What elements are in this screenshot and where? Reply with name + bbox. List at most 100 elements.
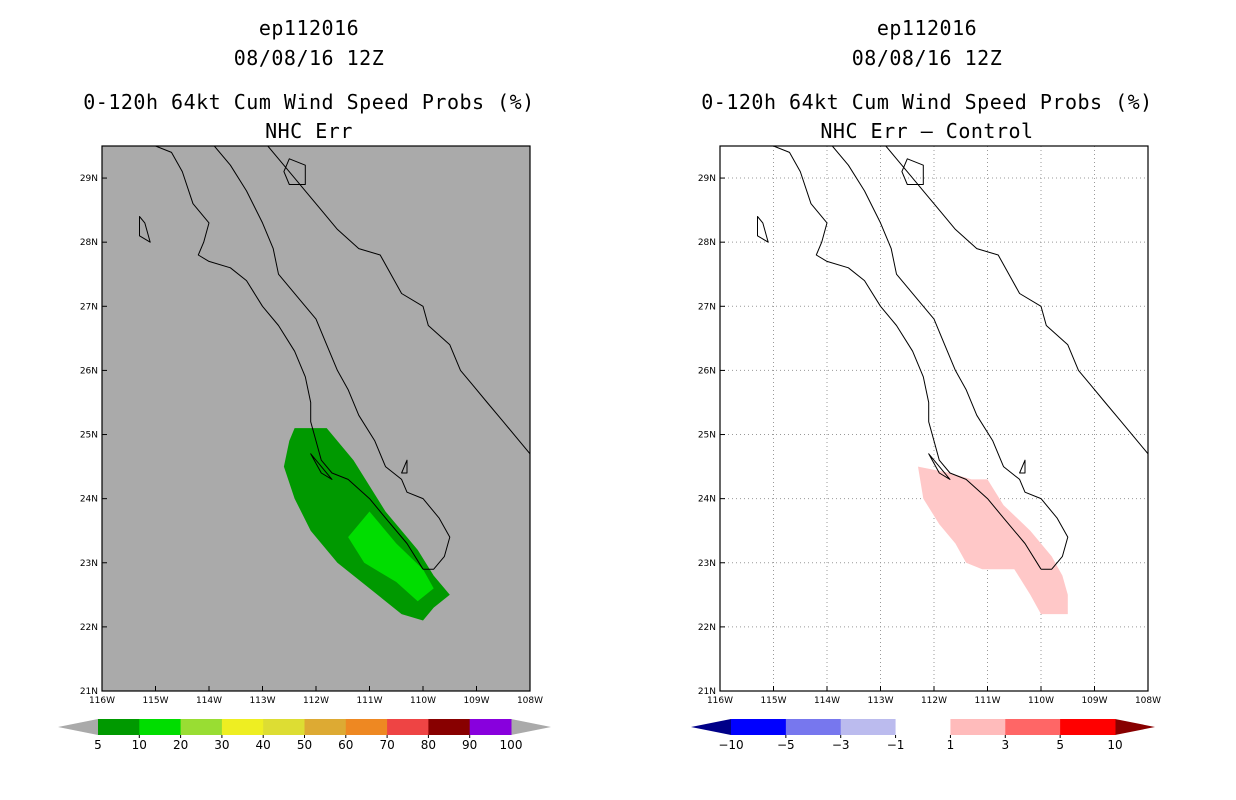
lat-tick-label: 29N <box>698 174 716 184</box>
storm-id: ep112016 <box>258 16 360 40</box>
colorbar-label: 1 <box>947 738 955 752</box>
colorbar-label: 50 <box>297 738 312 752</box>
island-outline <box>757 216 769 243</box>
colorbar-swatch <box>263 719 305 735</box>
lat-tick-label: 23N <box>698 559 716 569</box>
lon-tick-label: 115W <box>760 696 786 706</box>
colorbar-high-arrow <box>511 719 551 735</box>
colorbar-low-arrow <box>58 719 98 735</box>
product-subtitle: NHC Err <box>265 119 353 143</box>
colorbar-swatch <box>469 719 512 735</box>
lon-tick-label: 108W <box>1135 696 1161 706</box>
product-title: 0-120h 64kt Cum Wind Speed Probs (%) <box>83 90 535 114</box>
colorbar-label: 40 <box>256 738 271 752</box>
colorbar-swatch <box>180 719 223 735</box>
coastline-baja-gulf <box>213 146 451 570</box>
colorbar-label: 80 <box>421 738 436 752</box>
lon-tick-label: 108W <box>517 696 543 706</box>
map-content <box>720 146 1148 691</box>
colorbar-label: 70 <box>379 738 394 752</box>
map-figure: 116W 115W 114W 113W 112W 111W 110W 109W 108W 21N 2… <box>58 145 551 752</box>
lon-tick-label: 114W <box>814 696 840 706</box>
lon-tick-label: 111W <box>356 696 382 706</box>
coastline-baja-gulf <box>831 146 1069 570</box>
island-outline <box>901 158 924 185</box>
colorbar-swatch <box>1060 719 1116 735</box>
panel-nhc-err: ep112016 08/08/16 12Z 0-120h 64kt Cum Wi… <box>58 16 551 752</box>
prob-region-10-20 <box>348 511 434 602</box>
coastline-mainland-mexico <box>885 146 1148 455</box>
colorbar-label: 100 <box>500 738 523 752</box>
lat-tick-label: 27N <box>698 302 716 312</box>
colorbar-swatch <box>387 719 429 735</box>
colorbar-swatch <box>950 719 1006 735</box>
colorbar-swatch <box>785 719 842 735</box>
colorbar-label: −10 <box>718 738 743 752</box>
island-outline <box>283 158 306 185</box>
forecast-time: 08/08/16 12Z <box>851 46 1003 70</box>
lat-tick-label: 28N <box>80 238 98 248</box>
colorbar-high-arrow <box>1115 719 1155 735</box>
colorbar-swatch <box>139 719 182 735</box>
colorbar-swatch <box>840 719 897 735</box>
colorbar-label: 3 <box>1001 738 1009 752</box>
lon-tick-label: 109W <box>1081 696 1107 706</box>
coastline-mainland-mexico <box>267 146 530 455</box>
island-outline <box>310 453 333 480</box>
colorbar-low-arrow <box>691 719 731 735</box>
colorbar-label: −5 <box>777 738 795 752</box>
colorbar-swatch <box>1005 719 1061 735</box>
diff-region-1-3 <box>918 466 1068 615</box>
storm-id: ep112016 <box>876 16 978 40</box>
island-outline <box>1019 459 1026 474</box>
colorbar-label: 30 <box>214 738 229 752</box>
colorbar-swatch <box>98 719 140 735</box>
lon-tick-label: 110W <box>410 696 436 706</box>
colorbar-swatch <box>345 719 388 735</box>
lon-tick-label: 114W <box>196 696 222 706</box>
colorbar-label: 10 <box>132 738 147 752</box>
colorbar-label: −3 <box>832 738 850 752</box>
lon-tick-label: 116W <box>707 696 733 706</box>
colorbar-label: 5 <box>94 738 102 752</box>
island-outline <box>928 453 951 480</box>
lon-tick-label: 109W <box>463 696 489 706</box>
lon-tick-label: 113W <box>249 696 275 706</box>
lat-tick-label: 24N <box>698 495 716 505</box>
colorbar-label: 20 <box>173 738 188 752</box>
colorbar-swatch <box>731 719 787 735</box>
island-outline <box>139 216 151 243</box>
colorbar-label: 10 <box>1107 738 1122 752</box>
lat-tick-label: 27N <box>80 302 98 312</box>
colorbar-label: 5 <box>1056 738 1064 752</box>
lat-tick-label: 29N <box>80 174 98 184</box>
map-background <box>102 146 530 691</box>
colorbar-label: 90 <box>462 738 477 752</box>
map-figure: 116W 115W 114W 113W 112W 111W 110W 109W 108W 21N 2… <box>691 145 1161 752</box>
lon-tick-label: 115W <box>142 696 168 706</box>
coastline-baja-pacific <box>155 146 424 570</box>
colorbar-swatch <box>221 719 264 735</box>
colorbar-swatch <box>895 719 951 735</box>
lat-tick-label: 22N <box>698 623 716 633</box>
lon-tick-label: 112W <box>303 696 329 706</box>
lon-tick-label: 116W <box>89 696 115 706</box>
lat-tick-label: 22N <box>80 623 98 633</box>
lat-tick-label: 26N <box>698 366 716 376</box>
colorbar-label: 60 <box>338 738 353 752</box>
product-subtitle: NHC Err – Control <box>820 119 1034 143</box>
lat-tick-label: 28N <box>698 238 716 248</box>
product-title: 0-120h 64kt Cum Wind Speed Probs (%) <box>701 90 1153 114</box>
island-outline <box>401 459 408 474</box>
lat-tick-label: 25N <box>80 431 98 441</box>
lon-tick-label: 110W <box>1028 696 1054 706</box>
lon-tick-label: 112W <box>921 696 947 706</box>
colorbar-label: −1 <box>887 738 905 752</box>
map-content <box>139 146 530 621</box>
colorbar-swatch <box>304 719 347 735</box>
lat-tick-label: 21N <box>80 687 98 697</box>
colorbar-swatch <box>428 719 471 735</box>
lon-tick-label: 111W <box>974 696 1000 706</box>
forecast-time: 08/08/16 12Z <box>233 46 385 70</box>
coastline-baja-pacific <box>773 146 1042 570</box>
